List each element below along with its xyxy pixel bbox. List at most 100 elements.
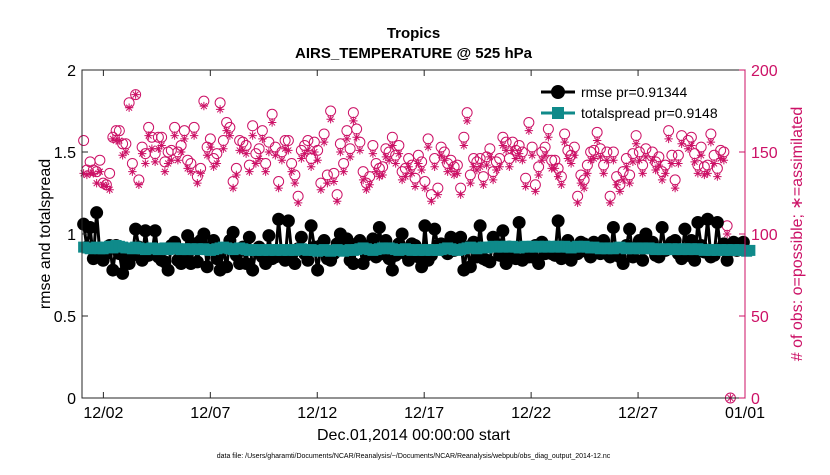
rmse-point [710,216,724,230]
obs-assimilated-point [641,152,651,162]
obs-assimilated-point [677,139,686,148]
obs-assimilated-point [313,156,322,165]
obs-assimilated-point [381,152,391,162]
obs-possible-point [113,125,125,137]
obs-assimilated-point [92,178,101,188]
rmse-point [220,260,234,274]
obs-possible-point [211,148,223,160]
rmse-point [83,220,97,234]
obs-assimilated-point [579,183,589,193]
obs-assimilated-point [670,183,680,193]
y-axis-label: rmse and totalspread [37,159,54,309]
rmse-point [272,212,286,226]
obs-assimilated-point [596,152,605,162]
obs-assimilated-point [264,147,274,157]
rmse-point [161,263,175,277]
obs-assimilated-point [209,162,218,171]
obs-assimilated-point [446,164,456,173]
obs-assimilated-point [534,170,543,180]
rmse-point [691,216,705,230]
obs-assimilated-point [456,190,465,199]
obs-assimilated-point [433,190,443,199]
obs-assimilated-point [557,180,566,189]
obs-assimilated-point [495,162,504,171]
obs-assimilated-point [404,162,413,171]
obs-assimilated-point [147,144,157,153]
obs-assimilated-point [713,172,722,181]
legend-rmse-marker [551,85,565,99]
obs-assimilated-point [154,144,163,153]
obs-assimilated-point [339,167,348,176]
obs-assimilated-point [300,149,309,158]
obs-assimilated-point [128,167,137,176]
obs-assimilated-point [206,142,215,152]
y-tick-label: 1 [67,227,76,244]
rmse-point [129,222,143,236]
x-tick-label: 12/27 [618,405,658,422]
obs-assimilated-point [180,134,189,144]
obs-assimilated-point [420,183,430,193]
x-axis: 12/02 12/07 12/12 12/17 12/22 12/27 01/01 [83,70,765,422]
obs-assimilated-point [501,146,511,155]
obs-assimilated-point [566,159,576,168]
obs-assimilated-point [696,151,706,160]
obs-assimilated-point [202,151,212,160]
obs-assimilated-point [108,134,118,144]
chart-subtitle: AIRS_TEMPERATURE @ 525 hPa [295,45,533,62]
x-tick-label: 12/07 [190,405,230,422]
obs-assimilated-point [150,157,160,167]
obs-assimilated-point [560,137,569,147]
legend-totalspread-label: totalspread pr=0.9148 [581,105,718,121]
rmse-point [200,260,214,274]
obs-assimilated-point [225,131,235,140]
rmse-point [463,260,477,274]
rmse-point [301,253,315,267]
obs-assimilated-point [271,151,280,160]
obs-assimilated-point [719,156,729,165]
obs-assimilated-point [196,169,205,178]
rmse-point [428,222,442,236]
rmse-point [623,222,637,236]
obs-assimilated-point [274,183,283,193]
rmse-point [304,219,318,233]
obs-assimilated-point [82,170,92,180]
obs-assimilated-point [690,157,699,167]
obs-assimilated-point [355,146,365,155]
legend-entry-totalspread: totalspread pr=0.9148 [541,105,718,121]
obs-assimilated-point [436,151,446,160]
legend-entry-rmse: rmse pr=0.91344 [541,84,687,100]
obs-assimilated-point [238,146,248,155]
obs-assimilated-point [479,180,488,189]
obs-assimilated-point [297,154,306,163]
rmse-point [148,224,162,238]
obs-assimilated-point [167,156,176,165]
obs-assimilated-point [245,167,254,176]
obs-assimilated-point [222,126,231,135]
obs-assimilated-point [540,151,550,160]
rmse-point [584,250,598,264]
obs-assimilated-point [163,159,173,168]
obs-assimilated-point [121,147,131,157]
obs-assimilated-point [134,180,144,189]
obs-assimilated-point [654,160,664,170]
rmse-point [311,263,325,277]
obs-assimilated-point [199,101,209,111]
rmse-point [418,219,432,233]
obs-assimilated-point [612,180,621,189]
series-obs-assimilated [79,90,735,403]
obs-assimilated-point [618,175,628,185]
y-tick-label: 1.5 [54,145,76,162]
rmse-point [106,263,120,277]
obs-assimilated-point [514,149,524,158]
obs-assimilated-point [683,144,693,153]
rmse-point [720,253,734,267]
x-tick-label: 12/12 [297,405,337,422]
legend-totalspread-marker [552,107,564,119]
rmse-point [90,206,104,220]
obs-assimilated-point [628,157,638,167]
rmse-point [636,253,650,267]
y2-tick-label: 150 [751,145,778,162]
obs-assimilated-point [570,151,579,160]
rmse-point [616,257,630,271]
